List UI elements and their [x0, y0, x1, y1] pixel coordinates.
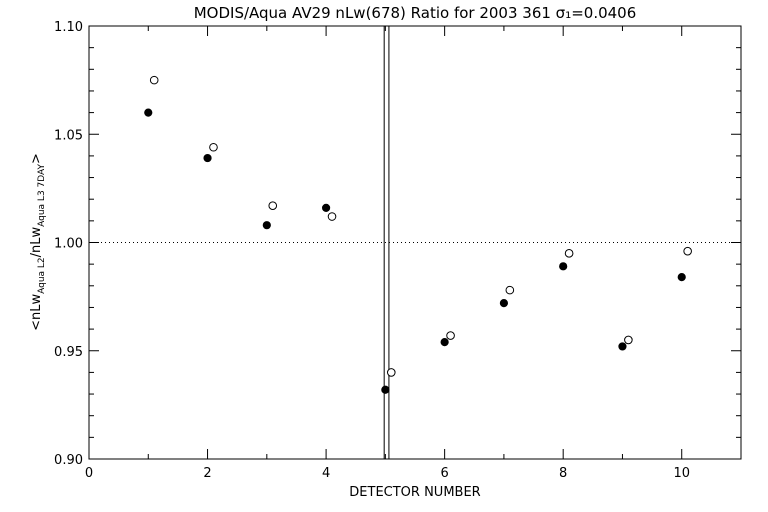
- x-axis-ticks: 0 2 4 6 8 10: [85, 26, 742, 481]
- open-data-point: [149, 75, 159, 85]
- open-data-point: [624, 335, 633, 345]
- y-axis-label-close: >: [29, 153, 44, 164]
- y-tick-label: 0.95: [54, 345, 83, 360]
- y-axis-ticks: 0.90 0.95 1.00 1.05 1.10: [54, 20, 741, 468]
- y-tick-label: 0.90: [54, 453, 83, 468]
- chart-title: MODIS/Aqua AV29 nLw(678) Ratio for 2003 …: [194, 4, 637, 22]
- y-tick-label: 1.10: [54, 20, 83, 35]
- filled-data-point: [321, 203, 331, 212]
- plot-area-frame: [88, 25, 742, 460]
- filled-data-point: [203, 153, 212, 163]
- filled-data-point: [440, 337, 449, 347]
- filled-data-point: [559, 262, 568, 271]
- y-tick-label: 1.00: [54, 237, 83, 252]
- open-data-point: [386, 368, 396, 377]
- x-axis-label: DETECTOR NUMBER: [349, 485, 480, 500]
- filled-data-point: [618, 342, 627, 351]
- filled-data-point: [381, 385, 390, 394]
- open-data-point: [327, 212, 337, 221]
- x-tick-label: 2: [203, 466, 211, 481]
- open-data-point: [446, 331, 455, 340]
- filled-data-point: [144, 108, 153, 117]
- open-data-point: [268, 201, 278, 210]
- x-tick-label: 0: [85, 466, 93, 481]
- x-tick-label: 8: [559, 466, 567, 481]
- open-data-point: [209, 142, 218, 152]
- y-axis-label: <nLwAqua L2/nLwAqua L3 7DAY>: [29, 153, 47, 331]
- y-axis-label-open: <nLw: [29, 294, 44, 331]
- y-axis-label-sub1: Aqua L2: [37, 257, 47, 294]
- x-tick-label: 6: [440, 466, 448, 481]
- filled-data-point: [499, 299, 509, 308]
- open-data-point: [683, 246, 692, 256]
- filled-data-point: [262, 221, 271, 230]
- open-data-point: [505, 285, 515, 295]
- data-points: [144, 75, 692, 394]
- vertical-lines-group: [383, 26, 390, 459]
- y-tick-label: 1.05: [54, 128, 83, 143]
- open-data-point: [564, 249, 574, 258]
- y-axis-label-mid: /nLw: [29, 226, 44, 257]
- y-axis-label-sub2: Aqua L3 7DAY: [37, 164, 47, 227]
- x-tick-label: 10: [673, 466, 690, 481]
- x-tick-label: 4: [322, 466, 330, 481]
- filled-data-point: [677, 273, 686, 282]
